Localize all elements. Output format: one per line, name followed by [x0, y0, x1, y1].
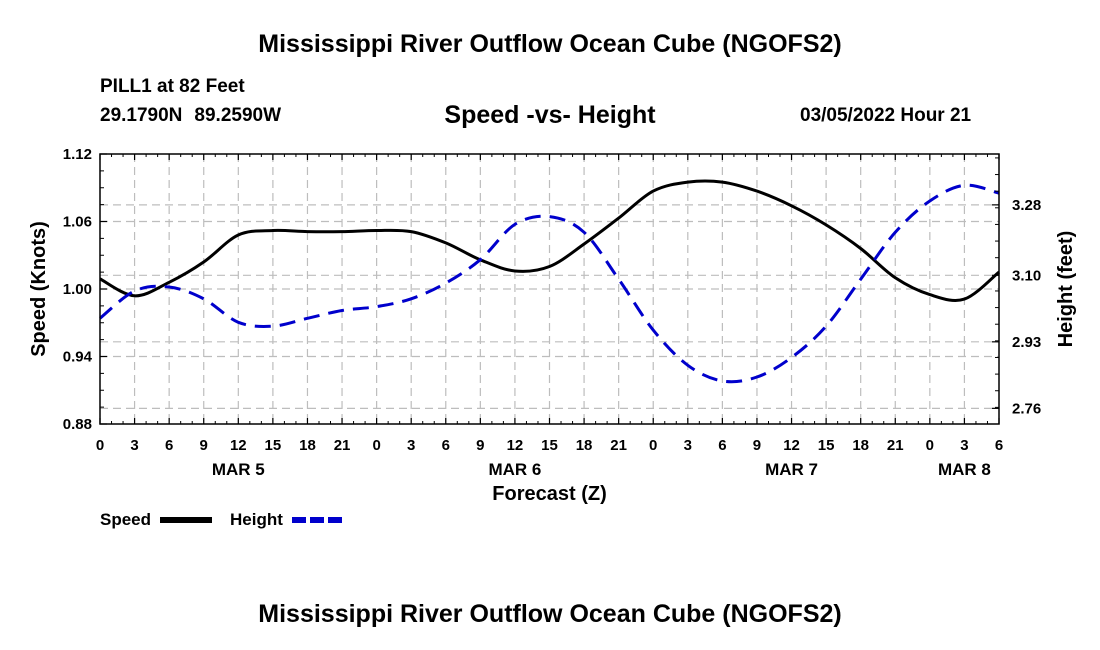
legend-speed-label: Speed	[100, 510, 151, 529]
y-tick-label: 1.12	[63, 146, 92, 163]
date-label: MAR 5	[212, 460, 265, 479]
footer-title: Mississippi River Outflow Ocean Cube (NG…	[258, 600, 842, 628]
y-tick-label: 1.00	[63, 281, 92, 298]
height-series-line	[99, 183, 1000, 384]
y2-tick-label: 2.76	[1012, 400, 1041, 417]
x-tick-label: 12	[230, 437, 247, 454]
x-tick-label: 9	[753, 437, 761, 454]
x-tick-label: 6	[718, 437, 726, 454]
x-tick-label: 18	[576, 437, 593, 454]
x-tick-label: 12	[783, 437, 800, 454]
x-tick-label: 3	[684, 437, 692, 454]
x-tick-label: 21	[610, 437, 627, 454]
x-tick-label: 0	[926, 437, 934, 454]
station-label: PILL1 at 82 Feet	[100, 76, 245, 97]
y2-tick-label: 3.28	[1012, 197, 1041, 214]
x-tick-label: 3	[407, 437, 415, 454]
x-tick-label: 6	[442, 437, 450, 454]
y2-tick-label: 2.93	[1012, 334, 1041, 351]
y-tick-label: 0.88	[63, 416, 92, 433]
x-tick-label: 21	[334, 437, 351, 454]
x-tick-label: 6	[995, 437, 1003, 454]
x-tick-label: 18	[299, 437, 316, 454]
date-label: MAR 7	[765, 460, 818, 479]
x-tick-label: 18	[852, 437, 869, 454]
date-label: MAR 6	[488, 460, 541, 479]
coordinates: 29.1790N 89.2590W	[100, 105, 281, 127]
y-axis-label: Speed (Knots)	[28, 221, 50, 357]
axes: 0 3 6 9 12 15 18 21 0 3 6 9 12 15 18 21 0 3 6 9 12 15 18 21 0 3 6M…	[63, 146, 1041, 479]
speed-series-line	[99, 179, 1000, 303]
x-tick-label: 9	[200, 437, 208, 454]
x-tick-label: 15	[265, 437, 282, 454]
longitude: 89.2590W	[194, 105, 282, 126]
chart-subtitle: Speed -vs- Height	[444, 101, 656, 129]
x-tick-label: 3	[130, 437, 138, 454]
date-label: MAR 8	[938, 460, 991, 479]
x-tick-label: 12	[507, 437, 524, 454]
series-layer	[99, 179, 1000, 384]
x-tick-label: 6	[165, 437, 173, 454]
legend: Speed Height	[100, 510, 343, 529]
latitude: 29.1790N	[100, 105, 183, 126]
y2-tick-label: 3.10	[1012, 267, 1041, 284]
x-tick-label: 21	[887, 437, 904, 454]
x-tick-label: 15	[818, 437, 835, 454]
forecast-datetime: 03/05/2022 Hour 21	[800, 105, 972, 126]
grid	[100, 154, 999, 424]
y-tick-label: 1.06	[63, 214, 92, 231]
x-tick-label: 0	[649, 437, 657, 454]
y2-axis-label: Height (feet)	[1055, 231, 1077, 348]
x-tick-label: 0	[372, 437, 380, 454]
x-axis-label: Forecast (Z)	[492, 483, 606, 505]
legend-height-label: Height	[230, 510, 283, 529]
x-tick-label: 9	[476, 437, 484, 454]
y-tick-label: 0.94	[63, 349, 93, 366]
x-tick-label: 0	[96, 437, 104, 454]
x-tick-label: 15	[541, 437, 558, 454]
x-tick-label: 3	[960, 437, 968, 454]
main-title: Mississippi River Outflow Ocean Cube (NG…	[258, 30, 842, 58]
